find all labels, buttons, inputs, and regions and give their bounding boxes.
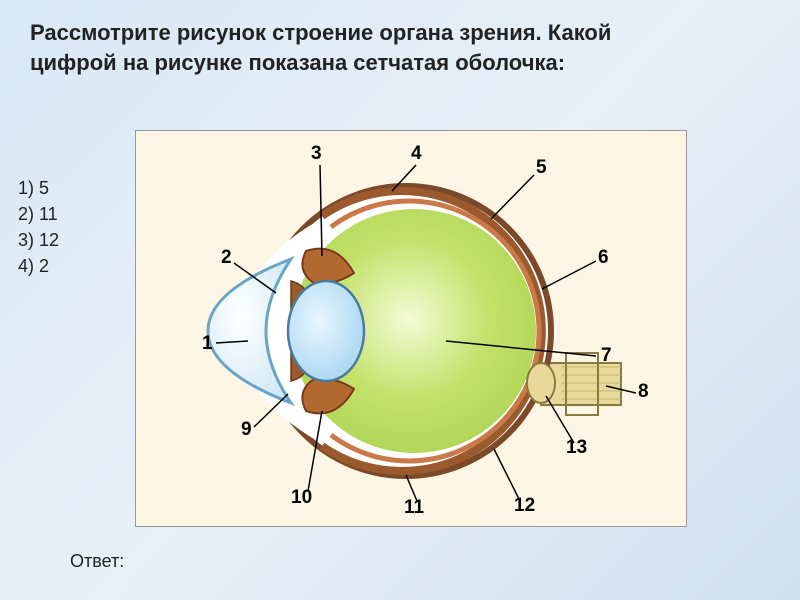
- eye-diagram: 1 2 3 4 5 6 7 8 9 10 11 12 13: [135, 130, 687, 527]
- answer-options: 1) 5 2) 11 3) 12 4) 2: [18, 175, 59, 279]
- page-root: Рассмотрите рисунок строение органа зрен…: [0, 0, 800, 600]
- eye-svg: [136, 131, 686, 526]
- label-7: 7: [601, 345, 612, 367]
- label-13: 13: [566, 437, 587, 459]
- label-9: 9: [241, 419, 252, 441]
- option-3: 3) 12: [18, 227, 59, 253]
- option-4: 4) 2: [18, 253, 59, 279]
- label-8: 8: [638, 381, 649, 403]
- label-10: 10: [291, 487, 312, 509]
- label-5: 5: [536, 157, 547, 179]
- answer-label: Ответ:: [70, 551, 124, 572]
- label-1: 1: [202, 333, 213, 355]
- option-1: 1) 5: [18, 175, 59, 201]
- label-3: 3: [311, 143, 322, 165]
- question-text: Рассмотрите рисунок строение органа зрен…: [30, 18, 670, 77]
- label-4: 4: [411, 143, 422, 165]
- optic-disc: [527, 363, 555, 403]
- label-12: 12: [514, 495, 535, 517]
- lens: [288, 281, 364, 381]
- label-2: 2: [221, 247, 232, 269]
- label-6: 6: [598, 247, 609, 269]
- option-2: 2) 11: [18, 201, 59, 227]
- label-11: 11: [404, 497, 424, 519]
